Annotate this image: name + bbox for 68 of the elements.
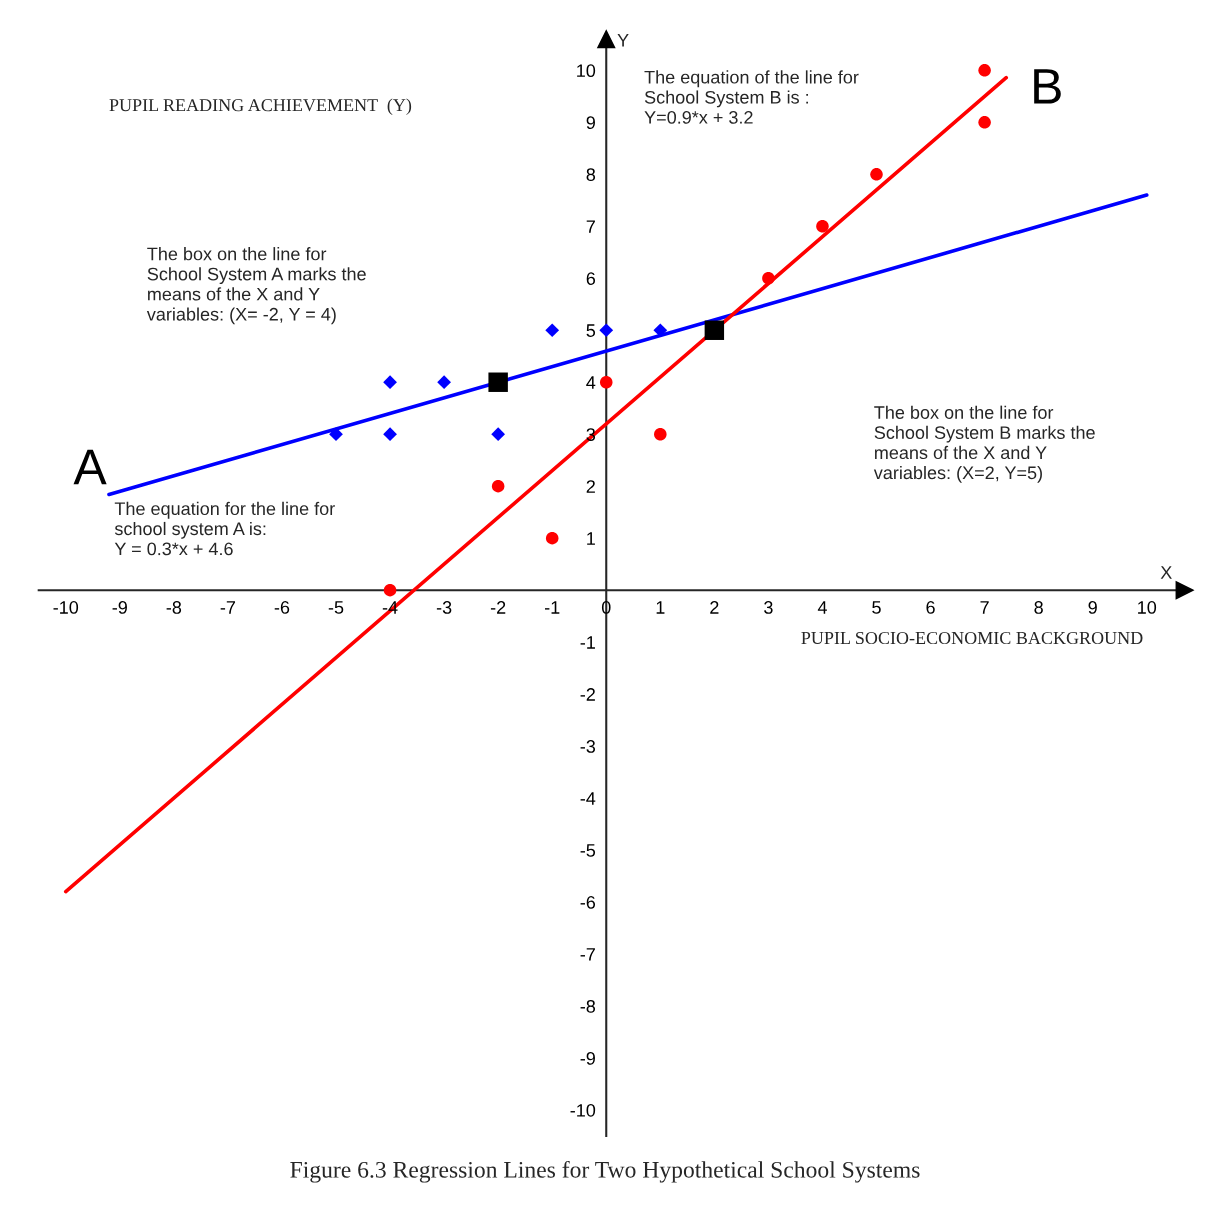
point xyxy=(545,323,560,338)
y-tick-label: 5 xyxy=(586,324,596,337)
x-tick-label: 5 xyxy=(872,601,881,614)
y-tick-label: -3 xyxy=(580,740,596,753)
x-tick-label: 8 xyxy=(1034,601,1043,614)
x-tick-label: 4 xyxy=(817,601,827,614)
y-tick-label: 9 xyxy=(586,116,595,130)
point xyxy=(383,427,397,442)
x-tick-label: -2 xyxy=(490,601,506,614)
y-tick-label: -10 xyxy=(570,1103,596,1117)
y-tick-label: -8 xyxy=(580,999,596,1013)
y-tick-label: 1 xyxy=(587,532,595,545)
point xyxy=(383,375,397,390)
text: Figure 6.3 Regression Lines for Two Hypothetical School Systems xyxy=(290,1160,920,1183)
x-tick-label: -10 xyxy=(53,601,79,614)
point xyxy=(383,583,397,597)
y-tick-label: 2 xyxy=(586,480,595,493)
y-tick-label: -5 xyxy=(580,844,596,857)
point xyxy=(978,64,991,77)
y-tick-label: 10 xyxy=(577,64,596,78)
y-tick-label: 8 xyxy=(586,168,596,182)
x-tick-label: 1 xyxy=(656,601,665,614)
series-label: A xyxy=(73,449,107,485)
point xyxy=(704,320,725,340)
x-tick-label: -9 xyxy=(112,601,127,614)
x-tick-label: 7 xyxy=(980,601,989,614)
y-tick-label: -4 xyxy=(580,792,596,805)
y-tick-label: -7 xyxy=(580,948,595,961)
x-tick-label: 6 xyxy=(926,601,935,614)
y-tick-label: -6 xyxy=(580,896,596,909)
point xyxy=(978,116,991,129)
x-tick-label: 10 xyxy=(1138,601,1157,614)
x-tick-label: -8 xyxy=(166,601,182,614)
y-tick-label: 7 xyxy=(586,220,595,233)
y-tick-label: 6 xyxy=(586,272,596,285)
x-tick-label: -3 xyxy=(436,601,452,614)
y-axis-title: PUPIL READING ACHIEVEMENT (Y) xyxy=(109,98,412,115)
annotation: The equation of the line for School System B is : Y=0.9*x + 3.2 xyxy=(644,70,859,124)
y-tick-label: -2 xyxy=(580,688,595,701)
point xyxy=(870,168,883,181)
x-tick-label: 3 xyxy=(764,601,773,614)
annotation: Y xyxy=(617,33,629,47)
y-tick-label: 4 xyxy=(586,376,596,389)
annotation: The equation for the line for school system A is: Y = 0.3*x + 4.6 xyxy=(114,501,335,556)
point xyxy=(600,375,613,389)
annotation: The box on the line for School System B marks the means of the X and Y variables: (X=2, Y=5) xyxy=(873,405,1095,483)
x-tick-label: 9 xyxy=(1088,601,1097,614)
x-tick-label: -1 xyxy=(544,601,560,614)
annotation: X xyxy=(1160,566,1172,579)
x-tick-label: -5 xyxy=(328,601,344,614)
point xyxy=(437,375,451,390)
point xyxy=(545,531,559,545)
x-tick-label: -7 xyxy=(220,601,236,614)
series-label: B xyxy=(1034,69,1061,104)
point xyxy=(491,427,506,442)
y-tick-label: -9 xyxy=(580,1051,595,1065)
annotation: The box on the line for School System A marks the means of the X and Y variables: (X= -2, Y = 4) xyxy=(146,247,366,325)
point xyxy=(816,220,829,233)
x-tick-label: -6 xyxy=(274,601,290,614)
point xyxy=(654,427,667,441)
x-tick-label: 2 xyxy=(710,601,719,614)
point xyxy=(491,479,505,493)
point xyxy=(488,372,508,392)
point xyxy=(599,323,614,338)
y-tick-label: -1 xyxy=(580,636,595,649)
point xyxy=(762,272,775,285)
x-axis-title: PUPIL SOCIO-ECONOMIC BACKGROUND xyxy=(801,631,1143,645)
point xyxy=(329,427,343,442)
